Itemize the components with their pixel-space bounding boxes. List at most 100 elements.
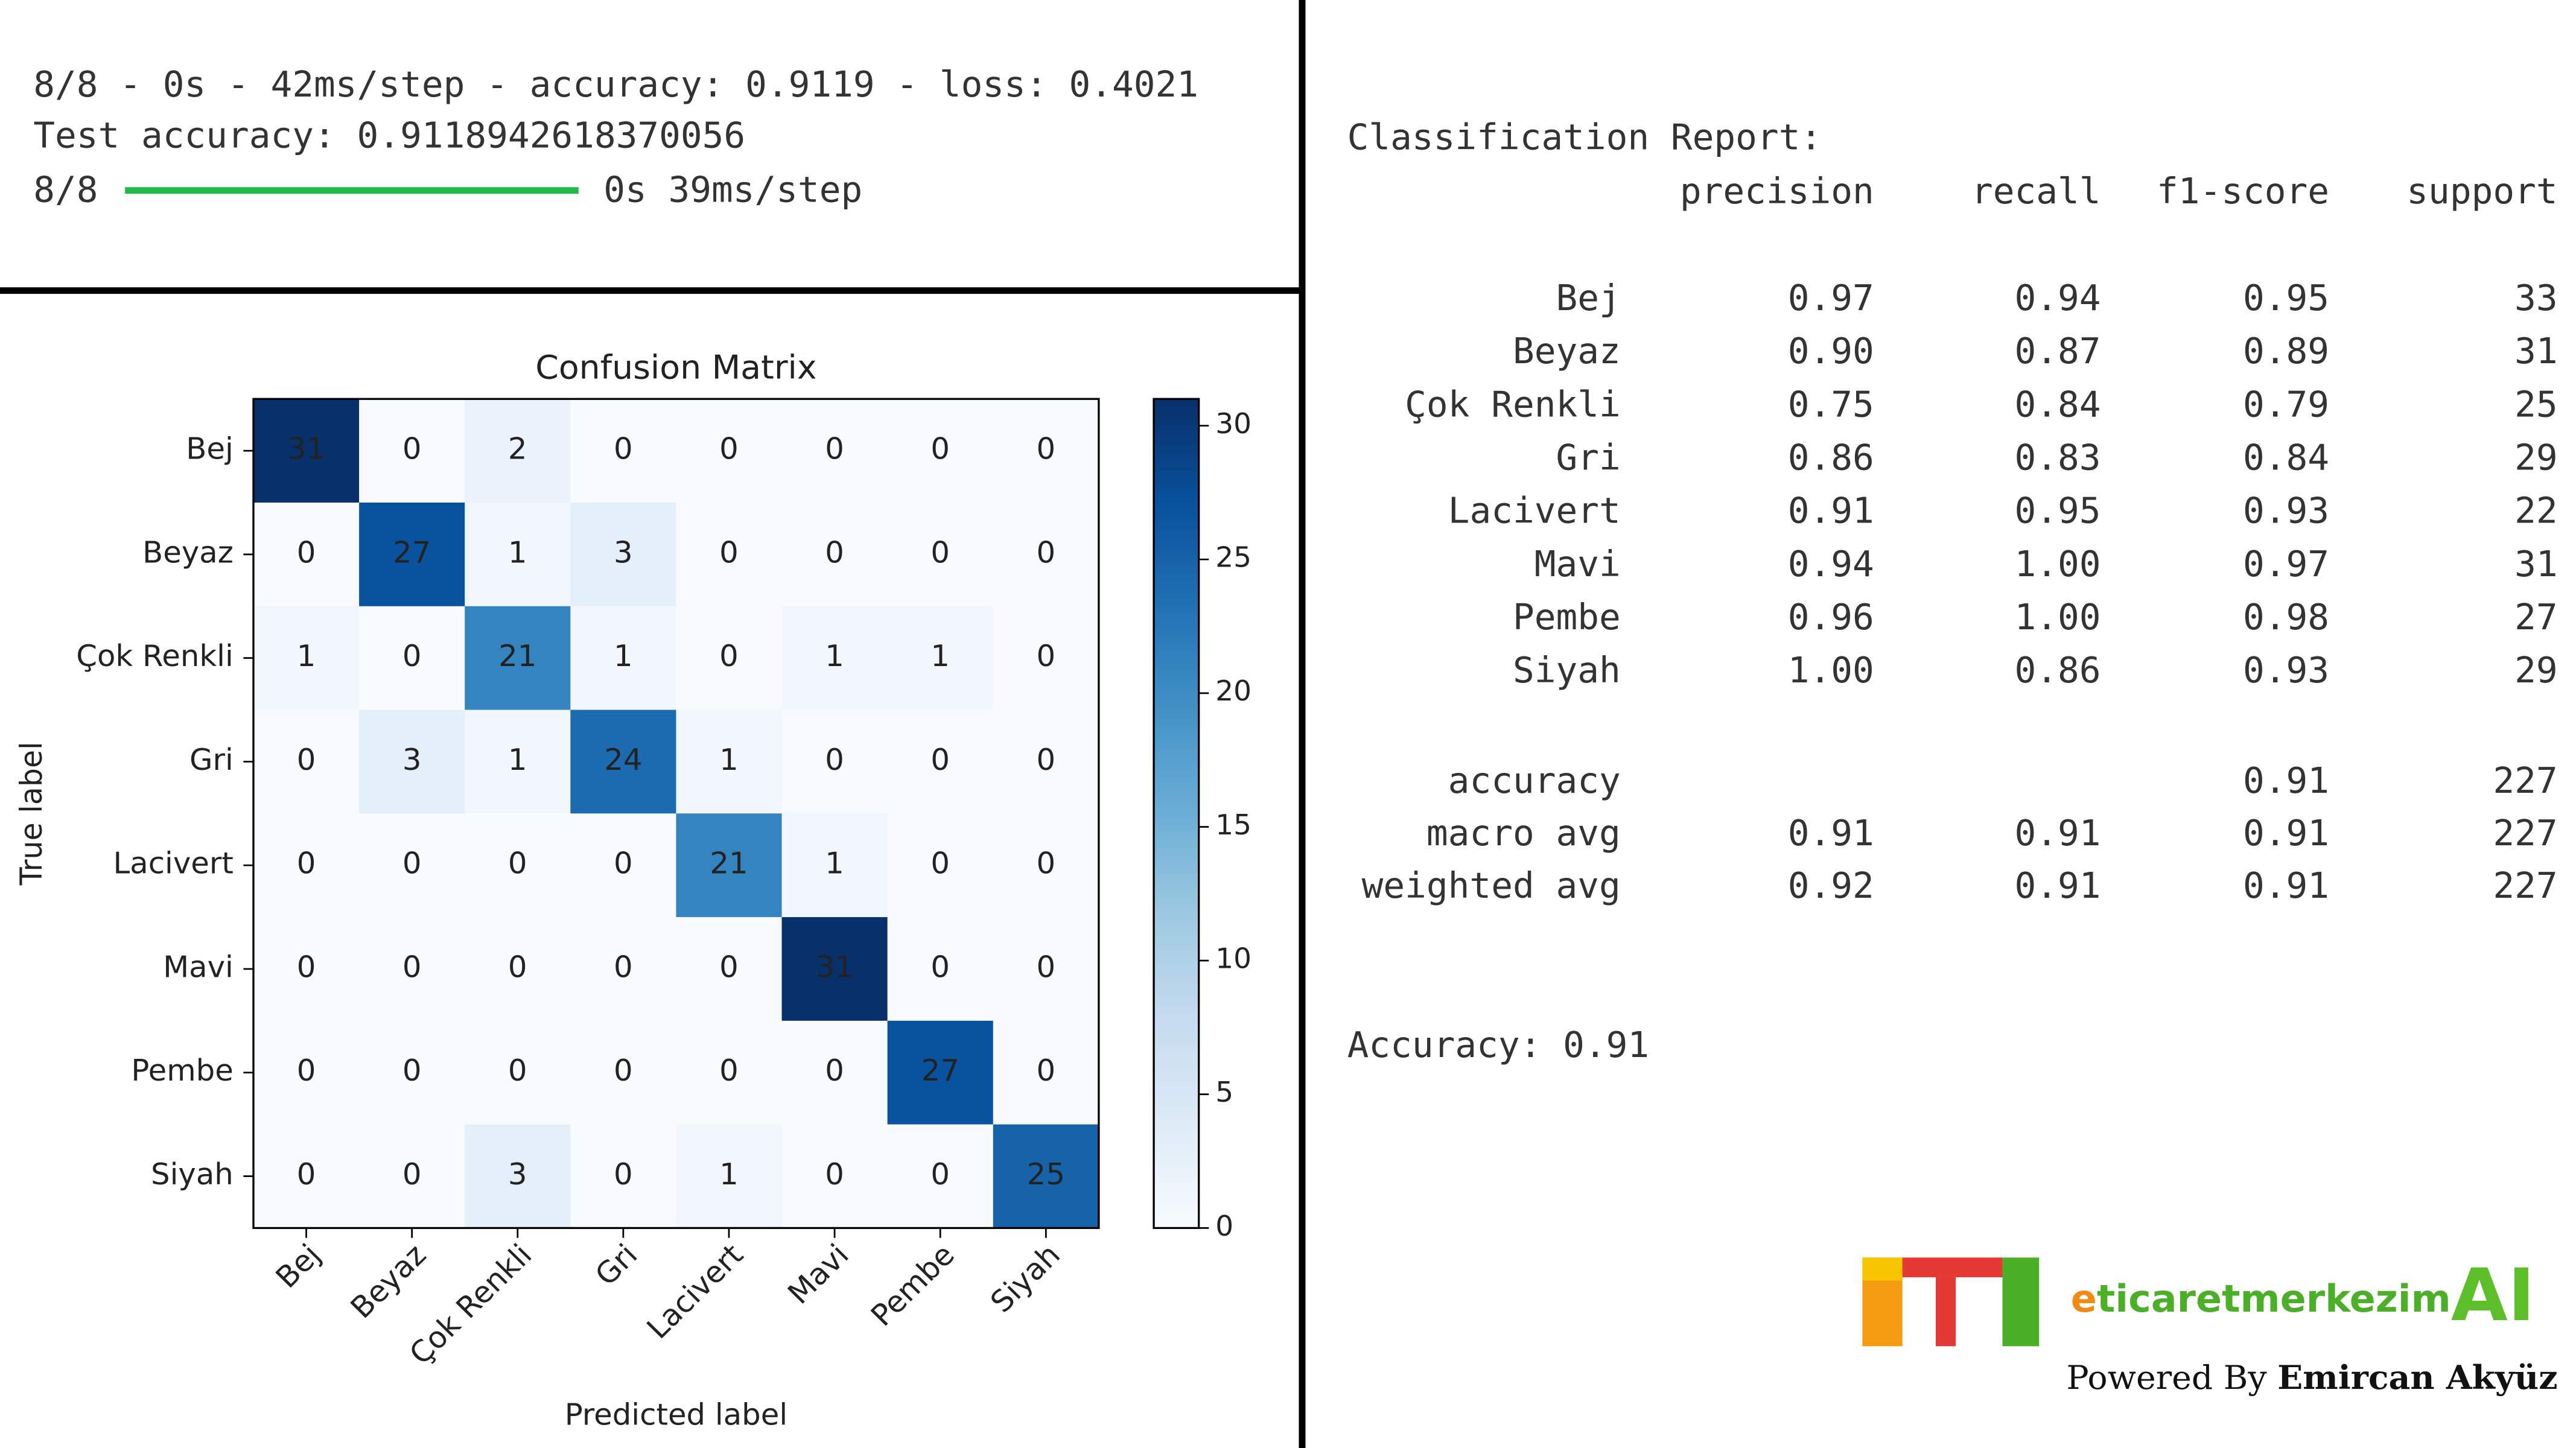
cell-label: 25 (1027, 1157, 1065, 1192)
cell (253, 1020, 360, 1125)
cell-label: 0 (930, 431, 950, 466)
cell-label: 0 (825, 535, 844, 570)
plot-frame (252, 398, 1100, 1230)
report-row-label: Mavi (1534, 543, 1621, 584)
cell (465, 813, 571, 918)
cell-label: 0 (402, 950, 422, 985)
cell (887, 1020, 994, 1125)
cell (781, 917, 888, 1021)
report-cell: 0.89 (2243, 331, 2329, 372)
colorbar-tick-label: 10 (1215, 942, 1251, 975)
cell (570, 1020, 677, 1125)
cell (465, 502, 571, 607)
report-cell: 0.75 (1788, 384, 1874, 425)
cell-label: 0 (402, 431, 422, 466)
cell (570, 917, 677, 1021)
cell-label: 0 (614, 431, 633, 466)
cell (570, 813, 677, 918)
cell (465, 710, 571, 815)
cell-label: 0 (508, 846, 527, 881)
cell (993, 399, 1099, 503)
cell-label: 0 (825, 431, 844, 466)
cell (570, 399, 677, 503)
x-tick-label: Beyaz (344, 1237, 433, 1326)
cell-label: 0 (825, 1053, 844, 1088)
cell (253, 606, 360, 711)
report-cell: 0.92 (1788, 865, 1874, 906)
cell (570, 1124, 677, 1229)
cell-label: 0 (1037, 638, 1056, 673)
report-cell: 31 (2514, 331, 2558, 372)
cell-label: 0 (719, 535, 739, 570)
cell-label: 0 (825, 1157, 844, 1192)
report-cell: 227 (2493, 812, 2557, 853)
cell-label: 1 (508, 742, 527, 777)
report-row-label: Pembe (1513, 596, 1621, 637)
cell (465, 917, 571, 1021)
cell (676, 502, 783, 607)
cell-label: 0 (719, 1053, 739, 1088)
report-header: recall (1971, 170, 2101, 211)
cell (570, 710, 677, 815)
cell (359, 813, 466, 918)
cell-label: 3 (402, 742, 422, 777)
cell-label: 0 (297, 1157, 316, 1192)
cell (359, 1020, 466, 1125)
cell-label: 1 (825, 846, 844, 881)
y-tick-label: Lacivert (113, 846, 234, 881)
x-tick-label: Bej (269, 1237, 327, 1295)
divider (1299, 0, 1306, 1448)
report-row-label: accuracy (1448, 760, 1621, 801)
cell-label: 21 (710, 846, 748, 881)
cell-label: 0 (719, 950, 739, 985)
report-cell: 0.86 (1788, 437, 1874, 478)
cell-label: 31 (287, 431, 325, 466)
cell-label: 0 (1037, 431, 1056, 466)
cell (887, 399, 994, 503)
report-cell: 0.91 (2243, 865, 2329, 906)
cell (359, 1124, 466, 1229)
cell-label: 0 (930, 535, 950, 570)
report-row-label: Çok Renkli (1405, 384, 1621, 425)
cell (465, 399, 571, 503)
report-row-label: Lacivert (1448, 490, 1621, 531)
cell-label: 0 (930, 846, 950, 881)
cell-label: 0 (614, 950, 633, 985)
x-tick-label: Siyah (984, 1237, 1067, 1319)
cell (887, 606, 994, 711)
y-tick-label: Mavi (163, 950, 234, 985)
report-row-label: macro avg (1426, 812, 1621, 853)
report-cell: 0.95 (2243, 277, 2329, 318)
cell-label: 24 (604, 742, 642, 777)
y-tick-label: Beyaz (142, 535, 234, 570)
colorbar-tick-label: 15 (1215, 808, 1251, 841)
cell (993, 710, 1099, 815)
cell (359, 710, 466, 815)
cell-label: 21 (498, 638, 536, 673)
cell (993, 1020, 1099, 1125)
report-cell: 0.91 (1788, 490, 1874, 531)
colorbar-tick-label: 5 (1215, 1076, 1233, 1108)
report-row-label: Siyah (1513, 650, 1621, 691)
report-cell: 0.93 (2243, 650, 2329, 691)
cell (570, 606, 677, 711)
cell-label: 0 (1037, 846, 1056, 881)
report-cell: 22 (2514, 490, 2558, 531)
cell (359, 917, 466, 1021)
report-cell: 31 (2514, 543, 2558, 584)
report-header: precision (1680, 170, 1874, 211)
cell (465, 1124, 571, 1229)
report-row-label: Gri (1556, 437, 1620, 478)
cell (359, 399, 466, 503)
cell (887, 917, 994, 1021)
cell-label: 0 (297, 950, 316, 985)
report-cell: 0.91 (2243, 812, 2329, 853)
cell-label: 0 (930, 950, 950, 985)
cell-label: 0 (508, 950, 527, 985)
y-tick-label: Bej (186, 431, 234, 466)
report-cell: 1.00 (1788, 650, 1874, 691)
console-line: Test accuracy: 0.9118942618370056 (33, 115, 745, 156)
report-cell: 1.00 (2014, 596, 2101, 637)
